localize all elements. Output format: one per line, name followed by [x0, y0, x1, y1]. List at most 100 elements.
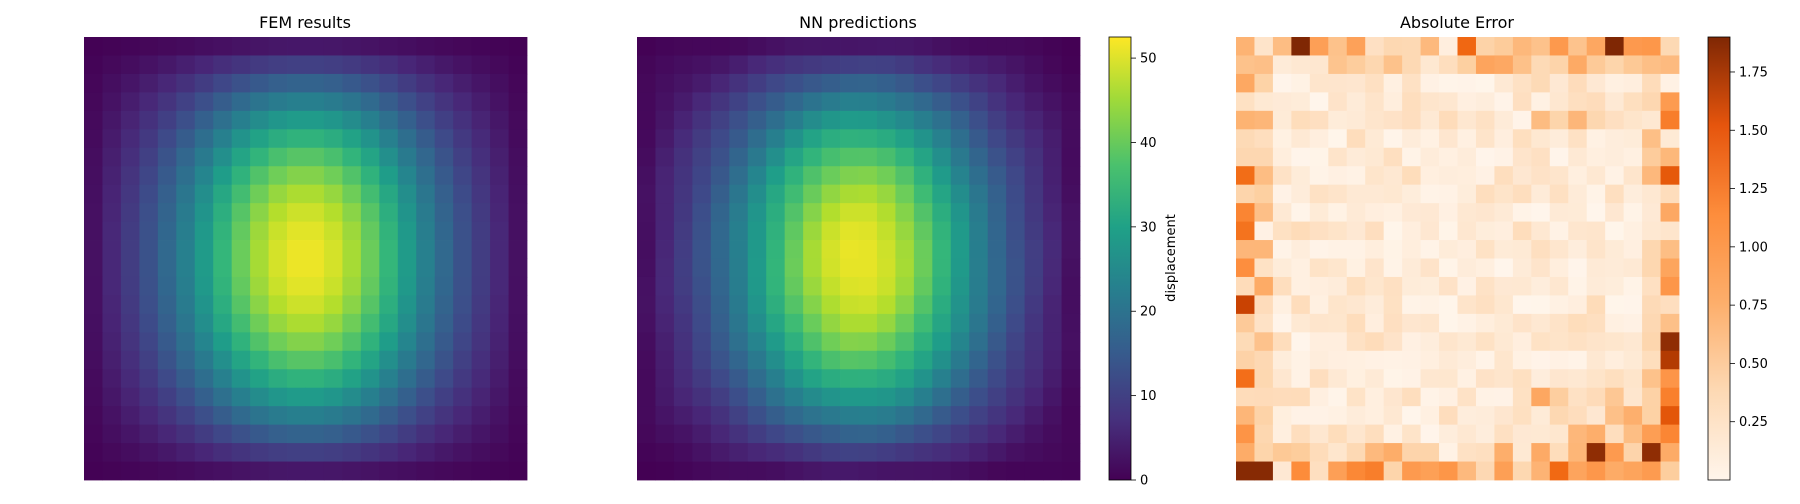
heatmap-cell [913, 387, 933, 407]
heatmap-cell [637, 295, 656, 315]
heatmap-cell [692, 110, 712, 130]
heatmap-cell [895, 313, 915, 333]
heatmap-cell [1402, 129, 1421, 149]
heatmap-cell [637, 332, 656, 352]
heatmap-cell [231, 276, 251, 296]
heatmap-cell [490, 276, 509, 296]
heatmap-cell [194, 55, 214, 75]
heatmap-cell [747, 166, 767, 186]
heatmap-cell [1236, 129, 1255, 149]
heatmap-cell [1642, 350, 1661, 370]
heatmap-cell [1586, 295, 1606, 315]
heatmap-cell [471, 184, 491, 204]
heatmap-cell [1568, 443, 1588, 462]
heatmap-cell [1402, 73, 1421, 93]
heatmap-cell [1512, 240, 1532, 259]
heatmap-cell [821, 73, 841, 93]
heatmap-cell [139, 443, 159, 462]
heatmap-cell [508, 387, 528, 407]
heatmap-cell [932, 37, 952, 56]
heatmap-cell [139, 424, 159, 444]
heatmap-cell [434, 203, 454, 222]
heatmap-cell [213, 240, 233, 259]
heatmap-cell [784, 203, 804, 222]
heatmap-cell [840, 55, 859, 75]
heatmap-cell [932, 258, 952, 278]
heatmap-cell [176, 332, 196, 352]
colorbar-displacement-tick-label: 10 [1140, 389, 1157, 404]
heatmap-cell [1043, 129, 1062, 149]
heatmap-cell [710, 258, 730, 278]
heatmap-cell [120, 221, 140, 241]
heatmap-cell [1549, 129, 1569, 149]
heatmap-cell [913, 55, 933, 75]
heatmap-cell [176, 295, 196, 315]
heatmap-cell [1605, 240, 1625, 259]
heatmap-cell [987, 276, 1007, 296]
heatmap-cell [858, 166, 878, 186]
heatmap-cell [102, 129, 122, 149]
heatmap-cell [1457, 332, 1477, 352]
heatmap-cell [1494, 166, 1514, 186]
heatmap-cell [1568, 147, 1588, 167]
heatmap-cell [1660, 92, 1680, 112]
heatmap-cell [139, 166, 159, 186]
heatmap-cell [1254, 37, 1274, 56]
heatmap-cell [508, 37, 528, 56]
heatmap-cell [784, 73, 804, 93]
heatmap-cell [1061, 240, 1081, 259]
heatmap-cell [637, 37, 656, 56]
heatmap-cell [231, 295, 251, 315]
heatmap-cell [710, 92, 730, 112]
heatmap-cell [176, 147, 196, 167]
heatmap-cell [747, 406, 767, 426]
heatmap-cell [287, 406, 306, 426]
heatmap-cell [1328, 37, 1348, 56]
heatmap-cell [194, 258, 214, 278]
heatmap-cell [1623, 461, 1643, 481]
heatmap-cell [747, 350, 767, 370]
heatmap-cell [453, 221, 473, 241]
heatmap-cell [1605, 369, 1625, 389]
heatmap-cell [1439, 387, 1458, 407]
heatmap-cell [250, 203, 269, 222]
heatmap-cell [139, 276, 159, 296]
heatmap-cell [1291, 350, 1311, 370]
heatmap-cell [490, 221, 509, 241]
heatmap-cell [250, 332, 269, 352]
heatmap-cell [655, 424, 675, 444]
heatmap-cell [1383, 110, 1403, 130]
heatmap-cell [1494, 406, 1514, 426]
heatmap-cell [250, 147, 269, 167]
heatmap-cell [287, 184, 306, 204]
heatmap-cell [1236, 424, 1255, 444]
heatmap-cell [1549, 166, 1569, 186]
heatmap-cell [231, 92, 251, 112]
heatmap-cell [360, 295, 380, 315]
heatmap-cell [1309, 443, 1329, 462]
heatmap-cell [102, 258, 122, 278]
heatmap-cell [102, 110, 122, 130]
heatmap-cell [434, 313, 454, 333]
heatmap-cell [766, 37, 786, 56]
heatmap-cell [821, 313, 841, 333]
heatmap-cell [231, 332, 251, 352]
heatmap-cell [1061, 258, 1081, 278]
heatmap-cell [397, 92, 417, 112]
heatmap-cell [1365, 332, 1385, 352]
heatmap-cell [1549, 221, 1569, 241]
heatmap-cell [1236, 461, 1255, 481]
heatmap-cell [250, 37, 269, 56]
heatmap-cell [803, 313, 822, 333]
heatmap-cell [729, 258, 749, 278]
heatmap-cell [1291, 166, 1311, 186]
heatmap-cell [932, 184, 952, 204]
heatmap-cell [1494, 276, 1514, 296]
heatmap-cell [950, 73, 970, 93]
heatmap-cell [1328, 258, 1348, 278]
heatmap-cell [231, 110, 251, 130]
heatmap-cell [1254, 295, 1274, 315]
heatmap-cell [1642, 387, 1661, 407]
heatmap-cell [821, 369, 841, 389]
